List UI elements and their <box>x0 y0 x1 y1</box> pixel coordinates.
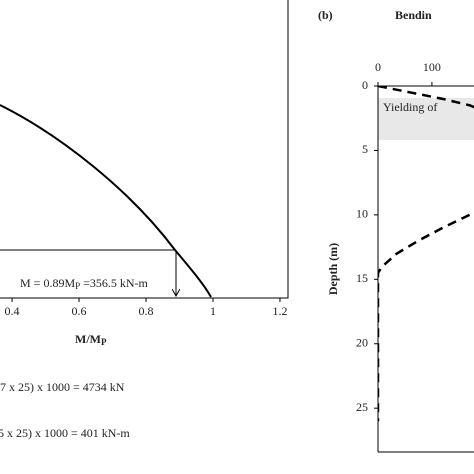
y-tick-label: 25 <box>356 400 368 414</box>
x-tick-label: 0.8 <box>139 304 154 318</box>
y-tick-label: 20 <box>356 335 368 349</box>
x-tick-label: 0.6 <box>72 304 87 318</box>
dashed-line <box>378 86 474 422</box>
x-tick-label: 0 <box>375 60 381 74</box>
panel-label: (b) <box>318 8 333 22</box>
x-tick-label: 1 <box>210 304 216 318</box>
x-tick-label: 100 <box>423 60 441 74</box>
x-tick-label: 1.2 <box>272 304 287 318</box>
annotation: Yielding of <box>383 100 437 114</box>
curve <box>0 104 212 298</box>
yield-zone <box>378 98 474 140</box>
y-tick-label: 0 <box>362 78 368 92</box>
chart-title: Bendin <box>395 8 432 22</box>
x-axis-label: M/MP <box>75 332 107 347</box>
y-tick-label: 15 <box>356 271 368 285</box>
y-tick-label: 10 <box>356 207 368 221</box>
y-axis-label: Depth (m) <box>326 243 340 295</box>
note: 5 x 25) x 1000 = 401 kN-m <box>0 426 130 440</box>
plot-frame <box>0 0 289 299</box>
annotation: M = 0.89MP =356.5 kN-m <box>20 276 149 291</box>
note: 67 x 25) x 1000 = 4734 kN <box>0 380 125 394</box>
y-tick-label: 5 <box>362 142 368 156</box>
x-tick-label: 0.4 <box>5 304 20 318</box>
